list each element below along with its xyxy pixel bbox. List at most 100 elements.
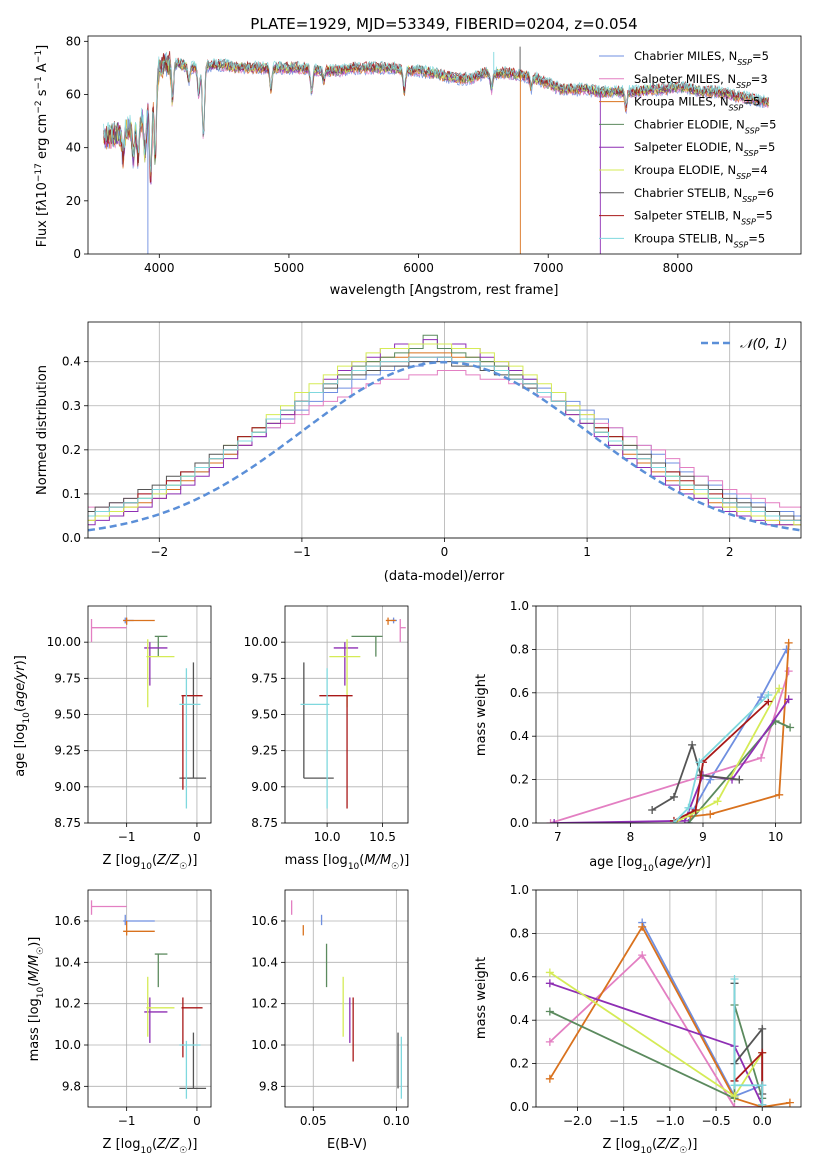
weight-line-kroupa-elodie — [549, 971, 763, 1098]
age-vs-mass-xtick-label: 10.0 — [314, 830, 341, 844]
weight-line-kroupa-stelib — [733, 979, 764, 1105]
mass-vs-ebv-plot-area: 0.05 0.10 9.8 10.0 10.2 10.4 10.6 — [251, 889, 410, 1128]
spectrum-ytick-label: 0 — [73, 247, 81, 261]
weight-line-kroupa-stelib-marker — [669, 819, 678, 823]
mass-vs-EBV-marks — [290, 900, 403, 1099]
spectrum-legend-sub: SSP — [737, 58, 752, 67]
spectrum-frame — [87, 35, 802, 255]
mass-weight-vs-age-ytick-label: 0.2 — [510, 773, 529, 787]
mass-vs-EBV-ytick-label: 9.8 — [259, 1079, 278, 1093]
spectrum-legend-label-8: Kroupa STELIB, NSSP=5 — [634, 231, 765, 249]
weight-line-kroupa-stelib-marker — [695, 758, 704, 767]
histogram-step-chabrier-miles — [88, 356, 801, 517]
spectrum-ytick-label: 80 — [66, 34, 81, 48]
mass-vs-Z-ytick-label: 10.6 — [54, 914, 81, 928]
mass-vs-z-ylabel: mass [log10(M/M☉)] — [27, 937, 46, 1062]
mass-vs-Z-ytick-label: 10.0 — [54, 1038, 81, 1052]
weight-line-salpeter-stelib-marker — [758, 1048, 767, 1057]
weight-line-chabrier-elodie-marker — [786, 723, 795, 732]
mass-weight-vs-Z-ytick-label: 1.0 — [510, 883, 529, 897]
spectrum-panel: 4000 5000 6000 7000 8000 0 20 40 60 80 Chabrier MI… — [34, 34, 802, 298]
mass-weight-vs-age-ytick-label: 0.8 — [510, 642, 529, 656]
histogram-step-salpeter-elodie — [88, 339, 801, 526]
spectrum-legend-label-5: Kroupa ELODIE, NSSP=4 — [634, 163, 768, 181]
weight-line-salpeter-stelib-marker — [691, 805, 700, 814]
mass-vs-Z-ytick-label: 9.8 — [62, 1079, 81, 1093]
spectrum-xlabel: wavelength [Angstrom, rest frame] — [330, 283, 559, 298]
mass-weight-vs-age-ylabel: mass weight — [474, 674, 489, 756]
weight-line-salpeter-elodie-marker — [545, 979, 554, 988]
spectrum-plot-area: 4000 5000 6000 7000 8000 0 20 40 60 80 Chabrier MI… — [66, 34, 802, 275]
spectrum-ytick-label: 20 — [66, 194, 81, 208]
spectrum-xtick-label: 7000 — [533, 261, 564, 275]
spectrum-legend-sub: SSP — [741, 217, 756, 226]
histogram-panel: −2 −1 0 1 2 0.0 0.1 0.2 0.3 0.4 𝒩(0, 1) (data-mode… — [35, 321, 802, 584]
age-vs-mass-ytick-label: 9.50 — [251, 708, 278, 722]
spectrum-marks — [103, 46, 769, 254]
weight-line-chabrier-elodie-marker — [545, 1007, 554, 1016]
residual-histogram-ytick-label: 0.4 — [62, 355, 81, 369]
weight-line-chabrier-stelib-marker — [735, 775, 744, 784]
mass-weight-vs-Z-xtick-label: 0.0 — [753, 1114, 772, 1128]
mass-vs-Z-xtick-label: −1 — [118, 1114, 136, 1128]
weight-line-kroupa-stelib-marker — [758, 1100, 767, 1107]
age-vs-mass-ytick-label: 9.00 — [251, 780, 278, 794]
weight-line-salpeter-miles-marker — [545, 1037, 554, 1046]
residual-histogram-xtick-label: −1 — [293, 545, 311, 559]
mass-weight-vs-z-plot-area: −2.0 −1.5 −1.0 −0.5 0.0 0.0 0.2 0.4 0.6 0.8 1.0 — [510, 883, 802, 1128]
mass-weight-vs-age-frame — [535, 605, 802, 824]
spectrum-xtick-label: 4000 — [144, 261, 175, 275]
age-vs-Z-ytick-label: 8.75 — [54, 816, 81, 830]
residual-histogram-xtick-label: 2 — [726, 545, 734, 559]
mass-weight-vs-age-ytick-label: 1.0 — [510, 599, 529, 613]
mass-weight-vs-age-ytick-label: 0.4 — [510, 729, 529, 743]
normal-legend-label: 𝒩(0, 1) — [740, 337, 787, 352]
residual-histogram-xtick-label: −2 — [150, 545, 168, 559]
age-vs-Z-frame — [87, 605, 212, 824]
mass-weight-vs-Z-marks — [545, 918, 794, 1107]
mass-vs-Z-ytick-label: 10.4 — [54, 955, 81, 969]
residual-histogram-marks — [88, 334, 801, 532]
spectrum-xtick-label: 5000 — [274, 261, 305, 275]
spectrum-legend-suffix: =5 — [743, 95, 760, 109]
normal-curve-line — [88, 360, 801, 532]
mass-weight-vs-Z-ytick-label: 0.0 — [510, 1100, 529, 1114]
mass-weight-vs-age-xtick-label: 8 — [627, 830, 635, 844]
weight-line-chabrier-stelib-marker — [669, 792, 678, 801]
spectrum-xtick-label: 8000 — [663, 261, 694, 275]
spectrum-legend-suffix: =5 — [756, 209, 773, 223]
spectrum-legend-label-0: Chabrier MILES, NSSP=5 — [634, 49, 769, 67]
mass-weight-vs-Z-ytick-label: 0.6 — [510, 970, 529, 984]
weight-line-chabrier-stelib-marker — [688, 740, 697, 749]
weight-line-kroupa-stelib — [673, 694, 769, 823]
spectrum-legend-suffix: =4 — [751, 163, 768, 177]
age-vs-mass-ytick-label: 9.75 — [251, 671, 278, 685]
mass-vs-ebv-panel: 0.05 0.10 9.8 10.0 10.2 10.4 10.6 E(B-V) — [251, 889, 410, 1152]
weight-line-kroupa-miles-marker — [785, 1098, 794, 1107]
weight-line-kroupa-miles-marker — [638, 922, 647, 931]
mass-weight-vs-Z-ytick-label: 0.4 — [510, 1013, 529, 1027]
mass-weight-vs-age-xlabel: age [log10(age/yr)] — [589, 855, 711, 874]
mass-vs-Z-frame — [87, 889, 212, 1108]
mass-vs-ebv-xlabel: E(B-V) — [327, 1137, 367, 1152]
mass-vs-Z-ytick-label: 10.2 — [54, 997, 81, 1011]
mass-weight-vs-Z-ytick-label: 0.2 — [510, 1057, 529, 1071]
age-vs-mass-panel: 10.0 10.5 8.75 9.00 9.25 9.50 9.75 10.00 mass [… — [244, 605, 409, 872]
mass-vs-EBV-frame — [284, 889, 409, 1108]
age-vs-mass-ytick-label: 8.75 — [251, 816, 278, 830]
residual-histogram-frame — [87, 321, 802, 539]
spectrum-line-kroupa-stelib — [103, 51, 769, 173]
histogram-xlabel: (data-model)/error — [384, 569, 505, 584]
spectrum-legend-suffix: =5 — [760, 117, 777, 131]
mass-vs-EBV-ytick-label: 10.4 — [251, 955, 278, 969]
mass-weight-vs-age-panel: 7 8 9 10 0.0 0.2 0.4 0.6 0.8 1.0 age [log10(age/y… — [474, 599, 802, 874]
mass-weight-vs-Z-frame — [535, 889, 802, 1108]
age-vs-mass-plot-area: 10.0 10.5 8.75 9.00 9.25 9.50 9.75 10.00 — [244, 605, 409, 844]
mass-vs-Z-marks — [90, 900, 207, 1099]
weight-line-salpeter-miles-marker — [546, 819, 555, 823]
mass-vs-EBV-ytick-label: 10.6 — [251, 914, 278, 928]
weight-line-salpeter-miles-marker — [757, 753, 766, 762]
mass-weight-vs-age-marks — [546, 638, 795, 823]
age-vs-mass-frame — [284, 605, 409, 824]
